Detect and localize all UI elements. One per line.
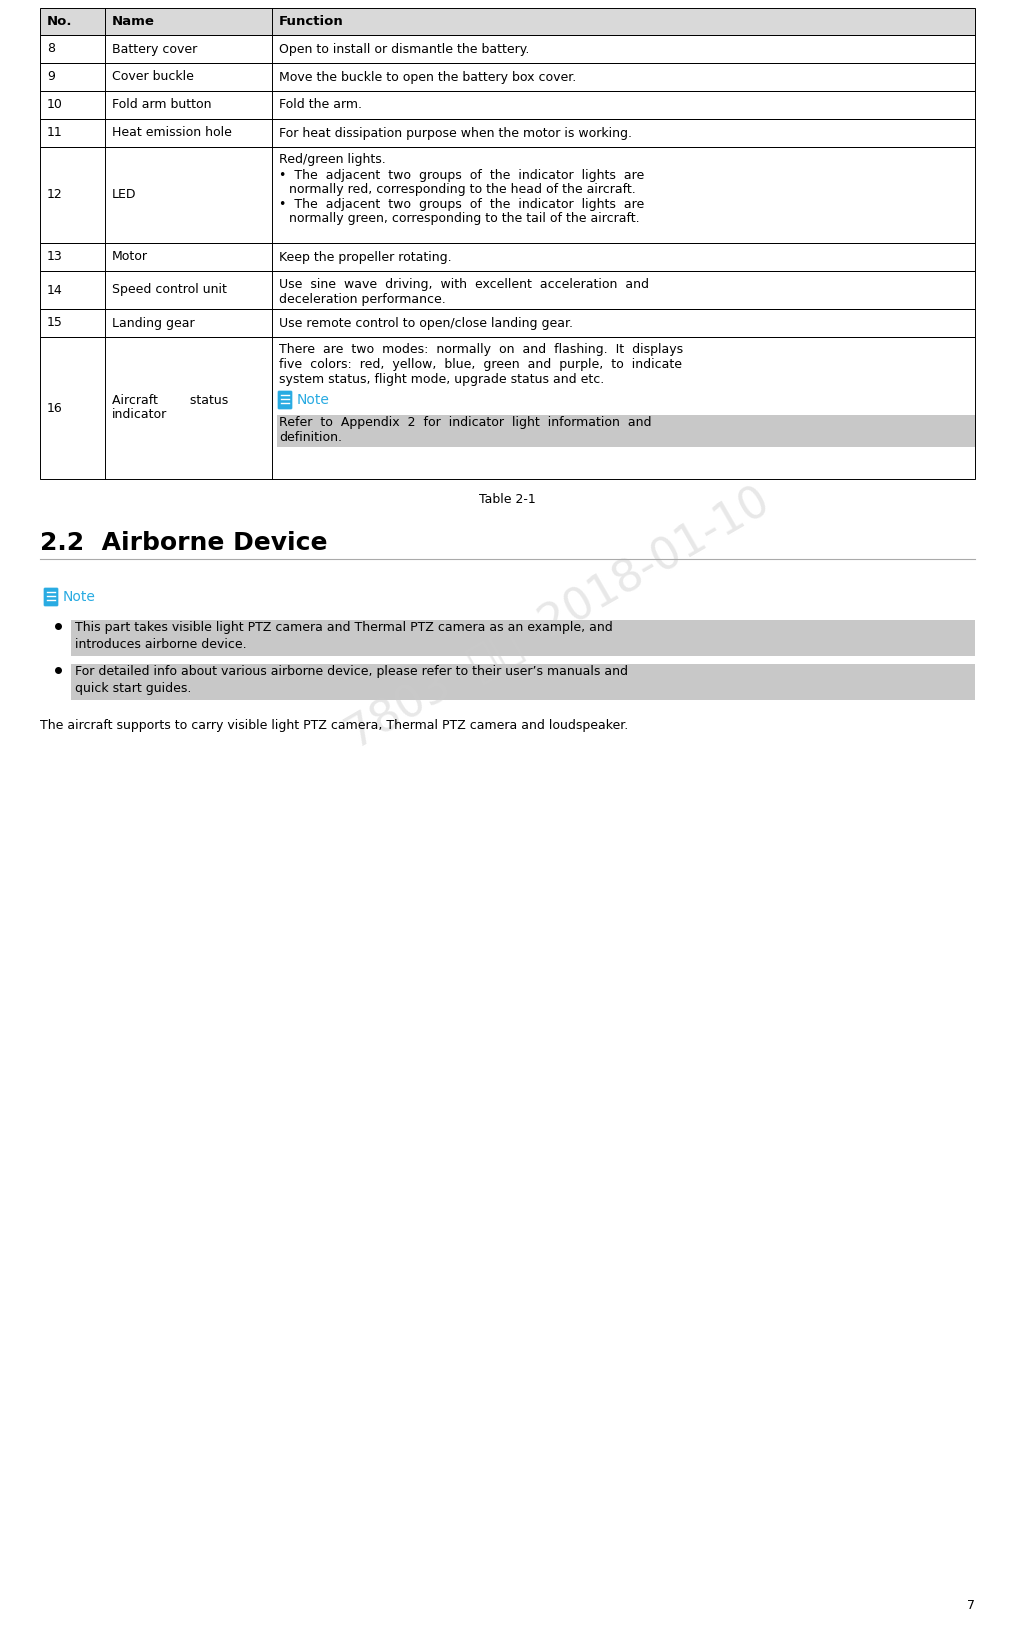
Text: Cover buckle: Cover buckle [112,70,194,83]
Text: Keep the propeller rotating.: Keep the propeller rotating. [279,251,452,264]
Text: Battery cover: Battery cover [112,42,197,55]
Text: 9: 9 [47,70,55,83]
Text: deceleration performance.: deceleration performance. [279,293,446,306]
Text: For detailed info about various airborne device, please refer to their user’s ma: For detailed info about various airborne… [75,665,628,678]
Bar [40,243,975,271]
Text: 2.2  Airborne Device: 2.2 Airborne Device [40,531,328,554]
Text: Note: Note [297,393,330,408]
Text: Motor: Motor [112,251,148,264]
Text: system status, flight mode, upgrade status and etc.: system status, flight mode, upgrade stat… [279,373,604,386]
Text: Fold arm button: Fold arm button [112,98,211,111]
Text: normally red, corresponding to the head of the aircraft.: normally red, corresponding to the head … [289,183,635,196]
Text: 7: 7 [967,1599,975,1612]
Text: Speed control unit: Speed control unit [112,284,227,297]
Text: 13: 13 [47,251,63,264]
Text: Heat emission hole: Heat emission hole [112,127,231,140]
Bar [40,119,975,147]
Text: Use  sine  wave  driving,  with  excellent  acceleration  and: Use sine wave driving, with excellent ac… [279,279,649,292]
Text: 14: 14 [47,284,63,297]
Text: 16: 16 [47,401,63,414]
Text: LED: LED [112,189,136,202]
Text: 10: 10 [47,98,63,111]
Text: Use remote control to open/close landing gear.: Use remote control to open/close landing… [279,316,573,329]
Text: Name: Name [112,15,155,28]
Bar [71,619,975,655]
Text: •  The  adjacent  two  groups  of  the  indicator  lights  are: • The adjacent two groups of the indicat… [279,170,645,183]
FancyBboxPatch shape [278,391,292,409]
Text: Landing gear: Landing gear [112,316,195,329]
Text: 11: 11 [47,127,63,140]
Text: This part takes visible light PTZ camera and Thermal PTZ camera as an example, a: This part takes visible light PTZ camera… [75,621,613,634]
Text: No.: No. [47,15,72,28]
Text: Move the buckle to open the battery box cover.: Move the buckle to open the battery box … [279,70,577,83]
Bar [40,8,975,34]
Bar [40,271,975,310]
Bar [40,147,975,243]
Bar [40,64,975,91]
Text: Note: Note [63,590,95,605]
Bar [277,416,975,447]
Text: The aircraft supports to carry visible light PTZ camera, Thermal PTZ camera and : The aircraft supports to carry visible l… [40,719,628,732]
Text: quick start guides.: quick start guides. [75,681,192,694]
Text: Aircraft        status: Aircraft status [112,394,228,408]
Text: For heat dissipation purpose when the motor is working.: For heat dissipation purpose when the mo… [279,127,632,140]
Text: 12: 12 [47,189,63,202]
Bar [40,34,975,64]
Text: normally green, corresponding to the tail of the aircraft.: normally green, corresponding to the tai… [289,212,639,225]
Bar [40,91,975,119]
Bar [40,337,975,479]
Text: 8: 8 [47,42,55,55]
Text: Refer  to  Appendix  2  for  indicator  light  information  and: Refer to Appendix 2 for indicator light … [279,416,652,429]
Text: 15: 15 [47,316,63,329]
Text: •  The  adjacent  two  groups  of  the  indicator  lights  are: • The adjacent two groups of the indicat… [279,197,645,210]
Text: five  colors:  red,  yellow,  blue,  green  and  purple,  to  indicate: five colors: red, yellow, blue, green an… [279,359,682,372]
Text: indicator: indicator [112,409,167,422]
Bar [40,8,975,34]
Text: There  are  two  modes:  normally  on  and  flashing.  It  displays: There are two modes: normally on and fla… [279,342,683,355]
Bar [71,663,975,699]
Text: Table 2-1: Table 2-1 [479,492,536,505]
Text: 7803  大华  2018-01-10: 7803 大华 2018-01-10 [339,481,777,758]
Text: introduces airborne device.: introduces airborne device. [75,637,247,650]
Text: Function: Function [279,15,344,28]
Text: Fold the arm.: Fold the arm. [279,98,362,111]
FancyBboxPatch shape [44,588,58,606]
Text: Red/green lights.: Red/green lights. [279,153,386,166]
Bar [40,310,975,337]
Text: Open to install or dismantle the battery.: Open to install or dismantle the battery… [279,42,530,55]
Text: definition.: definition. [279,430,342,443]
